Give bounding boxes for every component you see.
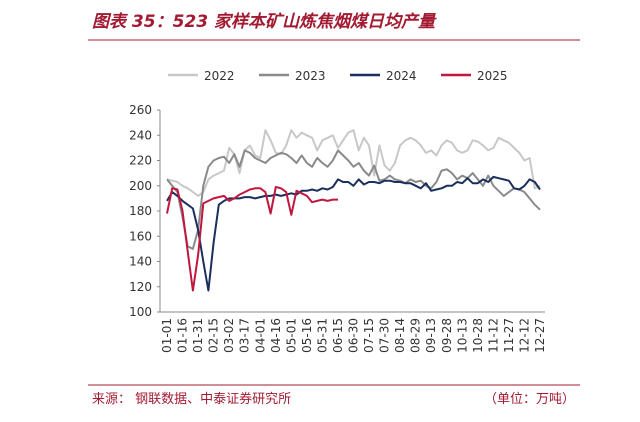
series-line [166,149,541,250]
y-tick-label: 240 [129,128,152,142]
x-tick-label: 01-31 [191,318,205,353]
x-tick-label: 04-01 [253,318,267,353]
legend-label: 2022 [204,69,235,83]
y-tick-label: 260 [129,103,152,117]
chart-title: 图表 35：523 家样本矿山炼焦烟煤日均产量 [92,12,437,32]
legend-label: 2025 [477,69,508,83]
x-tick-label: 08-14 [393,318,407,353]
series-line [166,175,541,292]
unit: （单位：万吨） [484,392,575,407]
y-tick-label: 120 [129,280,152,294]
y-tick-label: 220 [129,154,152,168]
x-tick-label: 07-15 [362,318,376,353]
x-tick-label: 04-16 [269,318,283,353]
x-tick-label: 09-28 [440,318,454,353]
x-tick-label: 10-13 [455,318,469,353]
y-tick-label: 100 [129,305,152,319]
y-tick-label: 160 [129,229,152,243]
x-tick-label: 11-12 [486,318,500,353]
y-tick-label: 180 [129,204,152,218]
x-tick-label: 08-29 [409,318,423,353]
series-line [166,129,541,197]
x-tick-label: 09-13 [424,318,438,353]
x-tick-label: 01-01 [160,318,174,353]
source: 来源： 钢联数据、中泰证券研究所 [92,391,291,407]
y-tick-label: 140 [129,255,152,269]
x-tick-label: 11-27 [502,318,516,353]
x-tick-label: 03-17 [238,318,252,353]
x-tick-label: 02-15 [207,318,221,353]
x-tick-label: 05-01 [284,318,298,353]
x-tick-label: 01-16 [176,318,190,353]
x-tick-label: 07-30 [378,318,392,353]
legend-label: 2024 [386,69,417,83]
x-tick-label: 03-02 [222,318,236,353]
series-line [166,186,338,292]
x-tick-label: 10-28 [471,318,485,353]
x-tick-label: 06-15 [331,318,345,353]
x-tick-label: 12-27 [533,318,547,353]
y-tick-label: 200 [129,179,152,193]
x-tick-label: 12-12 [517,318,531,353]
x-tick-label: 06-30 [347,318,361,353]
x-tick-label: 05-16 [300,318,314,353]
legend-label: 2023 [295,69,326,83]
x-tick-label: 05-31 [315,318,329,353]
